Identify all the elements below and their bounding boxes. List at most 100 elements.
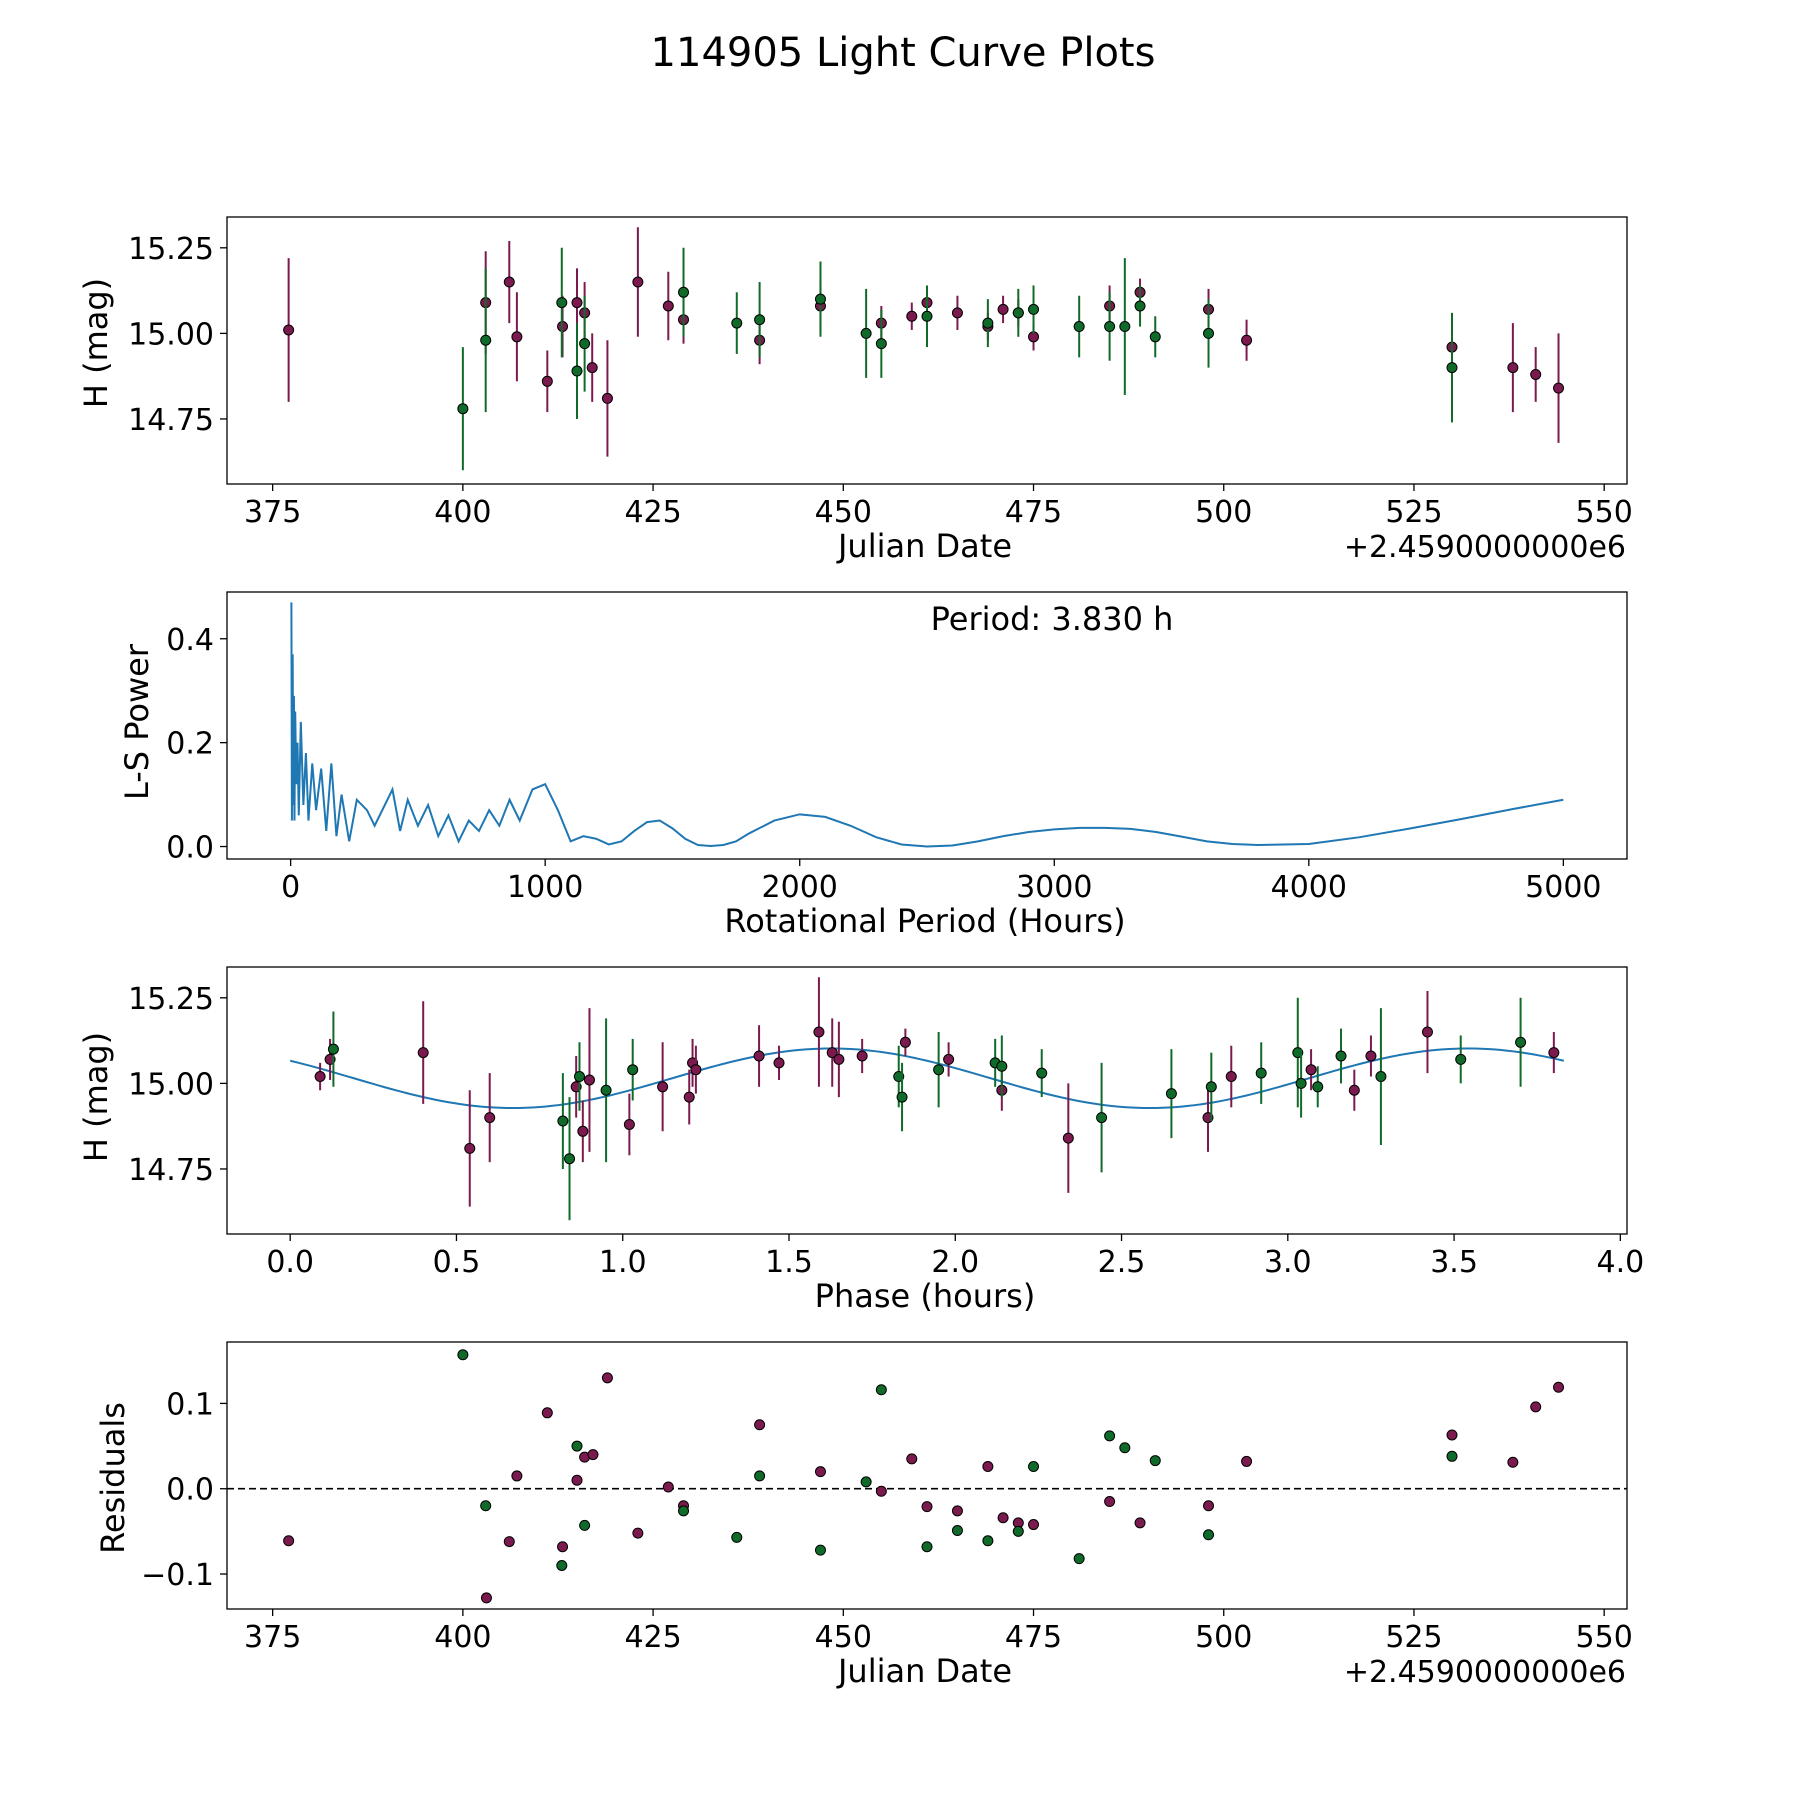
periodogram-xtick-label: 4000: [1271, 870, 1347, 905]
phase-folded-point-filter-a: [623, 1118, 635, 1130]
light-curve-xtick-label: 475: [1005, 495, 1062, 530]
residuals-point-filter-b: [480, 1500, 492, 1512]
residuals-point-filter-b: [754, 1470, 766, 1482]
light-curve-point-filter-b: [982, 317, 994, 329]
light-curve-panel: Julian Date H (mag) +2.4590000000e6 375 4…: [77, 216, 1633, 565]
residuals-xtick-label: 525: [1385, 1620, 1442, 1655]
residuals-xlabel: Julian Date: [836, 1652, 1012, 1690]
light-curve-point-filter-b: [875, 338, 887, 350]
periodogram-power-line: [290, 602, 1564, 848]
phase-folded-xtick-label: 2.5: [1098, 1245, 1146, 1280]
phase-folded-point-filter-a: [1365, 1050, 1377, 1062]
residuals-xtick-label: 375: [244, 1620, 301, 1655]
residuals-point-filter-a: [1104, 1496, 1116, 1508]
phase-folded-point-filter-a: [484, 1112, 496, 1124]
residuals-ytick-label: 0.0: [166, 1473, 214, 1508]
light-curve-point-filter-b: [556, 297, 568, 309]
light-curve-point-filter-b: [754, 314, 766, 326]
residuals-point-filter-b: [1119, 1442, 1131, 1454]
light-curve-point-filter-b: [1012, 307, 1024, 319]
phase-folded-point-filter-b: [1205, 1081, 1217, 1093]
phase-folded-xtick-label: 1.0: [599, 1245, 647, 1280]
periodogram-ytick-label: 0.2: [166, 727, 214, 762]
phase-folded-point-filter-a: [943, 1053, 955, 1065]
residuals-point-filter-a: [754, 1419, 766, 1431]
light-curve-xtick-label: 450: [815, 495, 872, 530]
residuals-point-filter-a: [480, 1592, 492, 1604]
phase-folded-xtick-label: 3.5: [1430, 1245, 1478, 1280]
residuals-point-filter-a: [587, 1449, 599, 1461]
periodogram-xtick-label: 3000: [1016, 870, 1092, 905]
phase-folded-point-filter-b: [1255, 1067, 1267, 1079]
residuals-offset-text: +2.4590000000e6: [1344, 1655, 1626, 1690]
light-curve-ytick-label: 14.75: [128, 403, 214, 438]
phase-folded-xtick-label: 4.0: [1596, 1245, 1644, 1280]
plot-area: [290, 602, 1564, 848]
residuals-point-filter-b: [556, 1559, 568, 1571]
phase-folded-point-filter-a: [577, 1125, 589, 1137]
phase-folded-point-filter-a: [773, 1057, 785, 1069]
periodogram-xtick-label: 1000: [507, 870, 583, 905]
light-curve-ylabel: H (mag): [77, 278, 115, 408]
phase-folded-point-filter-a: [753, 1050, 765, 1062]
phase-folded-xtick-label: 0.5: [433, 1245, 481, 1280]
light-curve-xtick-label: 500: [1195, 495, 1252, 530]
light-curve-point-filter-a: [541, 375, 553, 387]
residuals-point-filter-b: [457, 1349, 469, 1361]
phase-folded-point-filter-a: [833, 1053, 845, 1065]
light-curve-ytick-label: 15.00: [128, 317, 214, 352]
light-curve-point-filter-b: [814, 293, 826, 305]
residuals-point-filter-a: [511, 1470, 523, 1482]
phase-folded-axes-frame: [226, 966, 1628, 1235]
residuals-xtick-label: 450: [815, 1620, 872, 1655]
phase-folded-ytick-label: 14.75: [128, 1153, 214, 1188]
periodogram-ytick-label: 0.4: [166, 623, 214, 658]
light-curve-point-filter-b: [1104, 321, 1116, 333]
residuals-xtick-label: 425: [624, 1620, 681, 1655]
residuals-point-filter-a: [601, 1372, 613, 1384]
phase-folded-point-filter-b: [1375, 1071, 1387, 1083]
phase-folded-point-filter-a: [1548, 1047, 1560, 1059]
residuals-point-filter-b: [678, 1505, 690, 1517]
phase-folded-point-filter-a: [690, 1064, 702, 1076]
phase-folded-point-filter-b: [1295, 1077, 1307, 1089]
residuals-point-filter-b: [1104, 1430, 1116, 1442]
light-curve-point-filter-b: [1073, 321, 1085, 333]
residuals-point-filter-b: [1203, 1529, 1215, 1541]
light-curve-point-filter-b: [1149, 331, 1161, 343]
residuals-point-filter-b: [860, 1476, 872, 1488]
phase-folded-ytick-label: 15.00: [128, 1067, 214, 1102]
residuals-point-filter-a: [1241, 1455, 1253, 1467]
phase-folded-point-filter-a: [657, 1081, 669, 1093]
residuals-point-filter-b: [1446, 1450, 1458, 1462]
light-curve-point-filter-b: [1134, 300, 1146, 312]
plot-area: [289, 977, 1565, 1221]
residuals-point-filter-a: [1530, 1401, 1542, 1413]
residuals-point-filter-a: [1028, 1519, 1040, 1531]
periodogram-ytick-label: 0.0: [166, 831, 214, 866]
residuals-point-filter-a: [1553, 1381, 1565, 1393]
phase-folded-point-filter-b: [327, 1043, 339, 1055]
phase-folded-point-filter-a: [1305, 1064, 1317, 1076]
figure-title: 114905 Light Curve Plots: [651, 30, 1156, 76]
residuals-ytick-label: −0.1: [141, 1558, 214, 1593]
periodogram-xtick-label: 2000: [762, 870, 838, 905]
residuals-point-filter-a: [1203, 1500, 1215, 1512]
residuals-point-filter-a: [921, 1501, 933, 1513]
phase-folded-point-filter-a: [856, 1050, 868, 1062]
phase-folded-point-filter-b: [600, 1084, 612, 1096]
residuals-point-filter-b: [921, 1541, 933, 1553]
light-curve-xtick-label: 375: [244, 495, 301, 530]
residuals-point-filter-a: [503, 1536, 515, 1548]
phase-folded-point-filter-b: [1036, 1067, 1048, 1079]
phase-folded-ytick-label: 15.25: [128, 982, 214, 1017]
residuals-point-filter-a: [1134, 1517, 1146, 1529]
light-curve-point-filter-b: [1119, 321, 1131, 333]
residuals-panel: Julian Date Residuals +2.4590000000e6 37…: [94, 1341, 1633, 1690]
phase-folded-point-filter-a: [1348, 1084, 1360, 1096]
period-annotation: Period: 3.830 h: [931, 600, 1174, 638]
light-curve-point-filter-b: [1028, 303, 1040, 315]
periodogram-ylabel: L-S Power: [118, 643, 156, 800]
light-curve-point-filter-a: [1530, 368, 1542, 380]
phase-folded-xtick-label: 1.5: [765, 1245, 813, 1280]
